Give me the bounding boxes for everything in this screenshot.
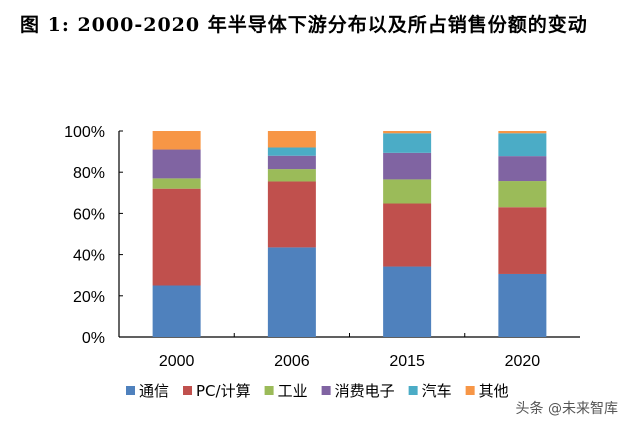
legend-label: 汽车 (422, 382, 452, 400)
bar-segment (267, 131, 316, 148)
legend-label: 通信 (139, 382, 169, 400)
bar-segment (383, 266, 432, 337)
bar-segment (267, 147, 316, 156)
legend-swatch (183, 386, 193, 395)
x-tick-label: 2006 (274, 353, 310, 370)
y-tick-label: 20% (73, 289, 105, 306)
y-tick-label: 0% (82, 330, 105, 347)
x-tick-label: 2015 (389, 353, 425, 370)
bar-segment (383, 152, 432, 180)
watermark: 头条 @未来智库 (515, 401, 618, 417)
bar-segment (498, 131, 547, 134)
bar-segment (383, 179, 432, 204)
x-tick-label: 2020 (505, 353, 541, 370)
bar-segment (498, 133, 547, 157)
legend-swatch (321, 386, 331, 395)
legend-label: 消费电子 (335, 382, 395, 400)
bar-segment (267, 247, 316, 337)
legend-label: 其他 (479, 382, 509, 400)
bar-segment (498, 207, 547, 274)
y-tick-label: 40% (73, 248, 105, 265)
bar-segment (383, 131, 432, 134)
bar-segment (267, 155, 316, 170)
bar-segment (498, 273, 547, 337)
legend-swatch (264, 386, 274, 395)
bar-segment (267, 169, 316, 182)
legend-label: PC/计算 (196, 382, 251, 400)
y-tick-label: 100% (64, 124, 105, 141)
bar-segment (498, 181, 547, 208)
bar-segment (152, 149, 201, 179)
bar-segment (152, 285, 201, 337)
legend-swatch (465, 386, 475, 395)
bar-segment (383, 133, 432, 153)
bar-segment (498, 156, 547, 182)
bar-segment (383, 203, 432, 267)
legend-swatch (408, 386, 418, 395)
bar-segment (267, 181, 316, 248)
legend-swatch (126, 386, 135, 395)
bar-segment (152, 178, 201, 189)
chart-title: 图 1: 2000-2020 年半导体下游分布以及所占销售份额的变动 (20, 14, 588, 36)
x-tick-label: 2000 (159, 353, 195, 370)
legend-label: 工业 (278, 382, 308, 400)
y-tick-label: 60% (73, 206, 105, 223)
bar-segment (152, 188, 201, 286)
bar-segment (152, 131, 201, 150)
y-tick-label: 80% (73, 165, 105, 182)
